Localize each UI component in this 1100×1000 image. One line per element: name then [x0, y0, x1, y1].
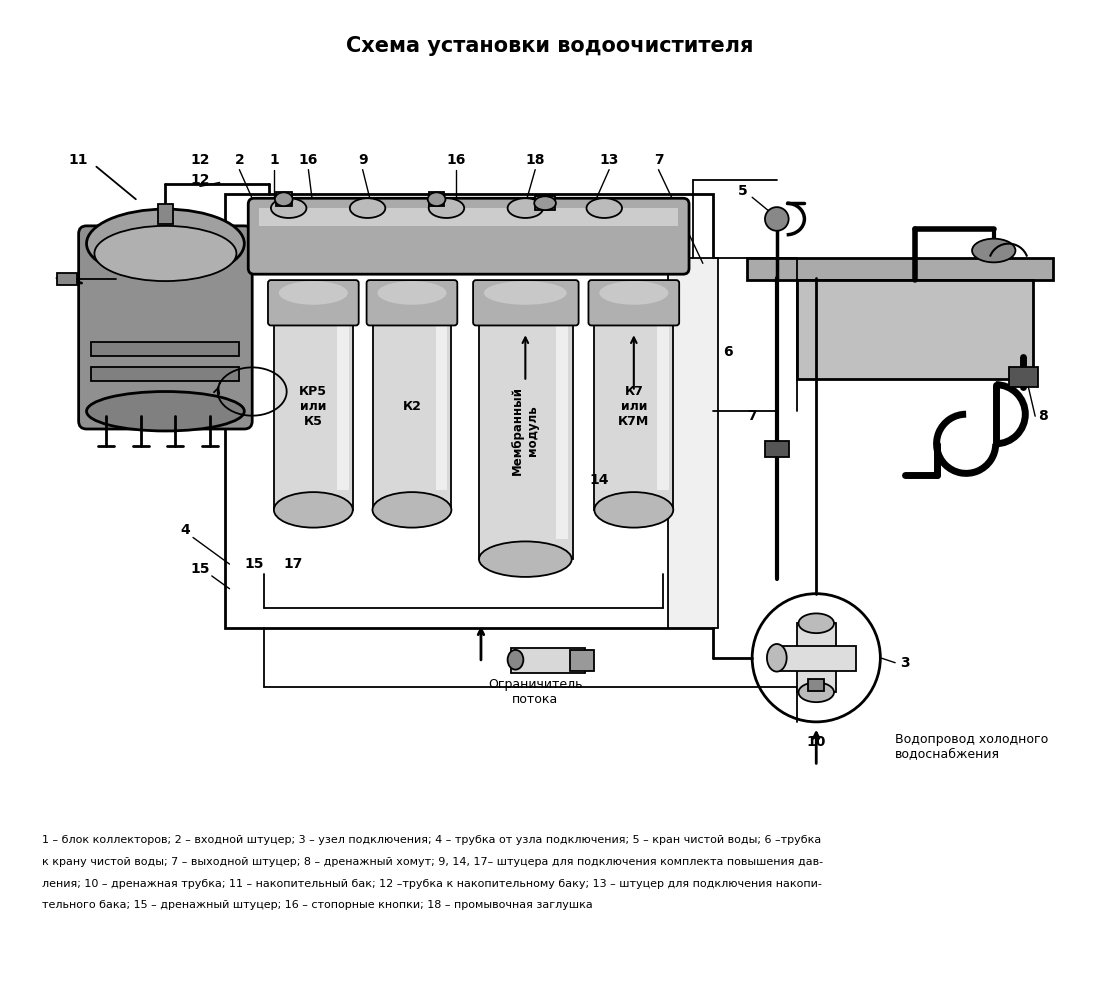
- Text: 7: 7: [653, 153, 663, 167]
- Text: К7
или
К7М: К7 или К7М: [618, 385, 649, 428]
- Text: Ограничитель
потока: Ограничитель потока: [488, 678, 583, 706]
- Ellipse shape: [535, 196, 556, 210]
- Bar: [91, 367, 240, 381]
- Circle shape: [752, 594, 880, 722]
- Bar: [510, 648, 584, 673]
- Text: 1: 1: [270, 153, 278, 167]
- Circle shape: [764, 207, 789, 231]
- Bar: [337, 322, 349, 490]
- Text: 16: 16: [299, 153, 318, 167]
- Bar: [747, 258, 1053, 280]
- Ellipse shape: [799, 613, 834, 633]
- Text: 12: 12: [190, 153, 210, 167]
- Ellipse shape: [594, 492, 673, 528]
- Bar: [570, 650, 594, 671]
- Ellipse shape: [484, 281, 566, 305]
- Text: 8: 8: [1038, 409, 1048, 423]
- Bar: [260, 208, 679, 226]
- Ellipse shape: [373, 492, 451, 528]
- Ellipse shape: [274, 492, 353, 528]
- Text: 3: 3: [900, 656, 910, 670]
- Bar: [478, 303, 573, 559]
- Bar: [157, 204, 174, 224]
- Ellipse shape: [87, 392, 244, 431]
- Text: 18: 18: [526, 153, 544, 167]
- Ellipse shape: [972, 239, 1015, 262]
- Ellipse shape: [87, 209, 244, 278]
- Ellipse shape: [428, 192, 446, 206]
- Text: 12: 12: [190, 173, 210, 187]
- Ellipse shape: [507, 198, 543, 218]
- Ellipse shape: [767, 644, 786, 672]
- Text: Схема установки водоочистителя: Схема установки водоочистителя: [346, 36, 754, 56]
- Text: К2: К2: [403, 400, 421, 413]
- Text: 11: 11: [69, 153, 88, 167]
- Ellipse shape: [429, 198, 464, 218]
- Text: 13: 13: [600, 153, 619, 167]
- Bar: [436, 322, 448, 490]
- Ellipse shape: [275, 192, 293, 206]
- Bar: [429, 192, 444, 206]
- Bar: [669, 258, 717, 628]
- Text: 17: 17: [284, 557, 304, 571]
- FancyBboxPatch shape: [78, 226, 252, 429]
- Ellipse shape: [799, 682, 834, 702]
- FancyBboxPatch shape: [473, 280, 579, 325]
- Bar: [796, 623, 836, 692]
- Text: 16: 16: [447, 153, 466, 167]
- Ellipse shape: [586, 198, 622, 218]
- Bar: [224, 194, 713, 628]
- Ellipse shape: [478, 541, 572, 577]
- Text: тельного бака; 15 – дренажный штуцер; 16 – стопорные кнопки; 18 – промывочная за: тельного бака; 15 – дренажный штуцер; 16…: [42, 900, 593, 910]
- Ellipse shape: [278, 281, 348, 305]
- Text: 15: 15: [244, 557, 264, 571]
- Bar: [594, 303, 673, 510]
- FancyBboxPatch shape: [588, 280, 679, 325]
- Bar: [777, 646, 856, 671]
- FancyBboxPatch shape: [366, 280, 458, 325]
- Text: 1 – блок коллекторов; 2 – входной штуцер; 3 – узел подключения; 4 – трубка от уз: 1 – блок коллекторов; 2 – входной штуцер…: [42, 835, 822, 845]
- Text: 10: 10: [806, 735, 826, 749]
- Ellipse shape: [600, 281, 669, 305]
- Text: 15: 15: [190, 562, 210, 576]
- Text: 5: 5: [737, 184, 747, 198]
- Bar: [373, 303, 451, 510]
- Ellipse shape: [350, 198, 385, 218]
- FancyBboxPatch shape: [268, 280, 359, 325]
- Ellipse shape: [377, 281, 447, 305]
- Bar: [556, 322, 568, 539]
- Text: 2: 2: [234, 153, 244, 167]
- Text: 4: 4: [180, 523, 190, 537]
- Bar: [1009, 367, 1038, 387]
- Bar: [91, 342, 240, 356]
- Bar: [276, 192, 292, 206]
- Bar: [764, 441, 789, 457]
- Ellipse shape: [95, 226, 236, 281]
- Text: Мембранный
модуль: Мембранный модуль: [512, 386, 539, 475]
- Text: КР5
или
К5: КР5 или К5: [299, 385, 328, 428]
- FancyBboxPatch shape: [249, 198, 689, 274]
- Bar: [658, 322, 669, 490]
- Text: Водопровод холодного
водоснабжения: Водопровод холодного водоснабжения: [895, 733, 1048, 761]
- Text: 9: 9: [358, 153, 367, 167]
- Text: ления; 10 – дренажная трубка; 11 – накопительный бак; 12 –трубка к накопительном: ления; 10 – дренажная трубка; 11 – накоп…: [42, 879, 822, 889]
- Bar: [808, 679, 824, 691]
- Bar: [274, 303, 353, 510]
- Text: 6: 6: [723, 345, 733, 359]
- Text: 14: 14: [590, 473, 609, 487]
- Bar: [536, 196, 554, 210]
- Text: 7: 7: [747, 409, 757, 423]
- Ellipse shape: [271, 198, 307, 218]
- Bar: [796, 280, 1033, 379]
- Text: к крану чистой воды; 7 – выходной штуцер; 8 – дренажный хомут; 9, 14, 17– штуцер: к крану чистой воды; 7 – выходной штуцер…: [42, 857, 823, 867]
- Ellipse shape: [507, 650, 524, 670]
- Bar: [57, 273, 77, 285]
